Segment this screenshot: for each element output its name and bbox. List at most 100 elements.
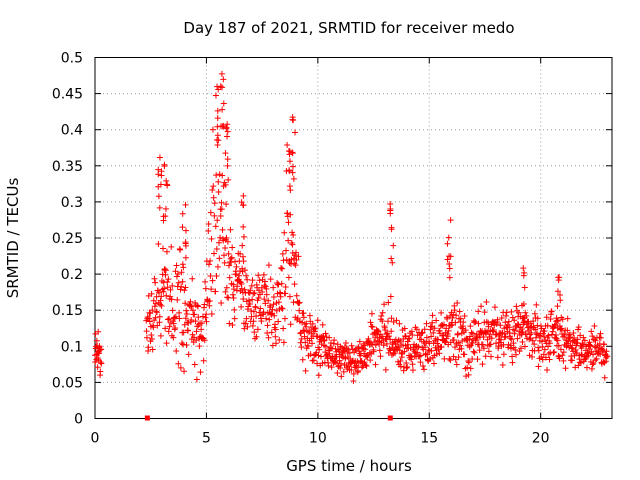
data-point (264, 330, 271, 337)
data-point (403, 364, 410, 371)
data-point (493, 331, 500, 338)
data-point (451, 307, 458, 314)
data-point (96, 347, 103, 354)
data-point (293, 292, 300, 299)
data-point (206, 298, 213, 305)
data-point (345, 346, 352, 353)
data-point (595, 350, 602, 357)
data-point (205, 228, 212, 235)
data-point (572, 364, 579, 371)
data-point (550, 349, 557, 356)
data-point (512, 346, 519, 353)
data-point (166, 315, 173, 322)
data-point (198, 326, 205, 333)
data-point (180, 329, 187, 336)
data-point (578, 345, 585, 352)
chart-title: Day 187 of 2021, SRMTID for receiver med… (183, 19, 514, 37)
data-point (516, 348, 523, 355)
data-point (248, 282, 255, 289)
data-point (404, 363, 411, 370)
data-point (155, 183, 162, 190)
data-point (372, 341, 379, 348)
data-point (218, 206, 225, 213)
data-point (350, 378, 357, 385)
data-point (368, 323, 375, 330)
data-point (156, 154, 163, 161)
data-point (207, 257, 214, 264)
data-point (475, 308, 482, 315)
data-point (215, 239, 222, 246)
data-point (226, 274, 233, 281)
data-point (447, 253, 454, 260)
data-point (348, 367, 355, 374)
data-point (160, 245, 167, 252)
data-point (224, 121, 231, 128)
data-point (192, 318, 199, 325)
data-point (287, 321, 294, 328)
data-point (543, 314, 550, 321)
data-point (157, 332, 164, 339)
data-point (286, 158, 293, 165)
data-point (290, 231, 297, 238)
data-point (444, 256, 451, 263)
data-point (481, 309, 488, 316)
data-point (289, 149, 296, 156)
data-point (174, 270, 181, 277)
data-point (515, 309, 522, 316)
data-point (450, 336, 457, 343)
data-point (392, 349, 399, 356)
data-point (224, 162, 231, 169)
data-point (555, 277, 562, 284)
data-point (494, 316, 501, 323)
data-point (238, 285, 245, 292)
data-point (416, 353, 423, 360)
data-point (268, 329, 275, 336)
data-point (249, 277, 256, 284)
data-point (212, 92, 219, 99)
data-point (471, 349, 478, 356)
data-point (367, 319, 374, 326)
data-point (484, 328, 491, 335)
data-point (223, 124, 230, 131)
data-point (176, 315, 183, 322)
data-point (231, 315, 238, 322)
data-point (446, 274, 453, 281)
data-point (521, 314, 528, 321)
data-point (551, 322, 558, 329)
data-point (150, 324, 157, 331)
data-point (559, 352, 566, 359)
data-point (149, 307, 156, 314)
data-point (532, 334, 539, 341)
data-point (216, 255, 223, 262)
data-point (514, 335, 521, 342)
data-point (221, 259, 228, 266)
data-point (467, 333, 474, 340)
data-point (144, 314, 151, 321)
data-point (296, 299, 303, 306)
data-point (151, 275, 158, 282)
data-point (155, 193, 162, 200)
data-point (95, 328, 102, 335)
data-point (244, 323, 251, 330)
data-point (244, 276, 251, 283)
data-point (188, 316, 195, 323)
data-point (604, 353, 611, 360)
data-point (264, 322, 271, 329)
data-point (603, 348, 610, 355)
data-point (242, 267, 249, 274)
data-point (286, 259, 293, 266)
data-point (265, 262, 272, 269)
data-point (341, 348, 348, 355)
data-point (293, 256, 300, 263)
data-point (227, 226, 234, 233)
data-point (249, 322, 256, 329)
data-point (315, 372, 322, 379)
data-point (509, 359, 516, 366)
data-point (300, 327, 307, 334)
y-tick-label: 0.05 (52, 375, 83, 391)
data-point (541, 346, 548, 353)
data-point (241, 325, 248, 332)
data-point (258, 318, 265, 325)
data-point (203, 318, 210, 325)
data-point (279, 265, 286, 272)
